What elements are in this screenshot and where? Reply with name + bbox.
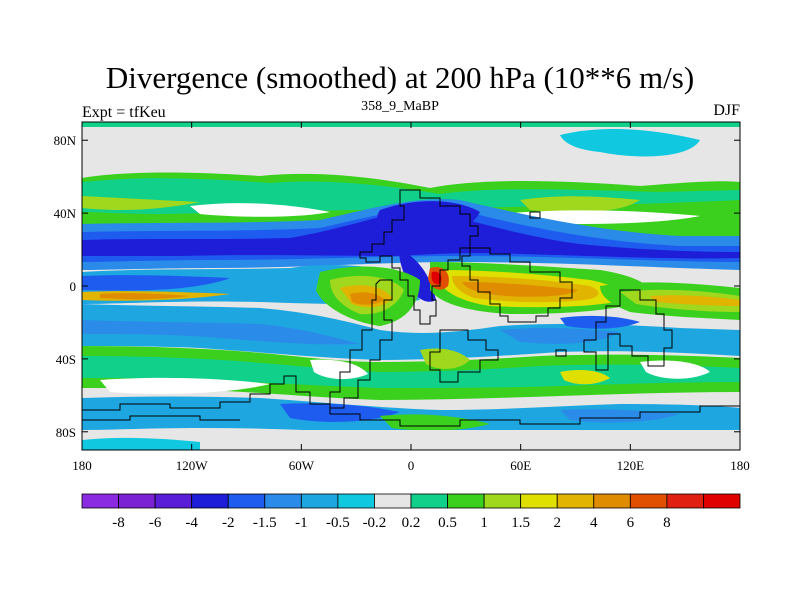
lon-tick-label: 60W [289, 458, 315, 473]
lat-tick-label: 80N [54, 133, 77, 148]
colorbar-swatch [483, 493, 522, 509]
colorbar-label: -6 [149, 515, 162, 531]
colorbar-swatch [264, 493, 302, 509]
colorbar-label: 6 [627, 515, 635, 531]
colorbar-swatch [703, 493, 741, 509]
axis-ticks: 180 120W 60W 0 60E 120E 180 80N 40N 0 40S 80S [54, 122, 750, 473]
colorbar-label: -0.2 [363, 515, 387, 531]
colorbar-swatch [227, 493, 266, 509]
colorbar-label: 2 [553, 515, 561, 531]
colorbar-swatch [447, 493, 485, 509]
colorbar-swatch [593, 493, 631, 509]
lon-tick-label: 120E [617, 458, 645, 473]
lon-tick-label: 180 [730, 458, 750, 473]
colorbar-swatch [666, 493, 704, 509]
colorbar-swatch [629, 493, 668, 509]
colorbar-swatch [118, 493, 156, 509]
lon-tick-label: 0 [408, 458, 415, 473]
colorbar-label: -1 [295, 515, 308, 531]
lon-tick-label: 60E [510, 458, 531, 473]
map-title: Divergence (smoothed) at 200 hPa (10**6 … [105, 60, 695, 95]
colorbar: -8 -6 -4 -2 -1.5 -1 -0.5 -0.2 0.2 0.5 1 1.5 2 4 6 8 [81, 493, 741, 531]
lon-tick-label: 180 [72, 458, 92, 473]
colorbar-swatch [81, 493, 119, 509]
colorbar-label: -0.5 [326, 515, 350, 531]
colorbar-label: 1.5 [511, 515, 530, 531]
colorbar-label: -1.5 [253, 515, 277, 531]
lon-tick-label: 120W [176, 458, 209, 473]
lat-tick-label: 0 [70, 279, 77, 294]
map-subtitle: 358_9_MaBP [361, 99, 439, 114]
season-label: DJF [713, 102, 740, 119]
colorbar-label: -8 [112, 515, 125, 531]
colorbar-swatch [410, 493, 448, 509]
colorbar-swatch [191, 493, 229, 509]
lat-tick-label: 40S [56, 352, 76, 367]
colorbar-swatch [154, 493, 193, 509]
coastline-outlines [82, 189, 740, 427]
colorbar-label: 0.2 [402, 515, 421, 531]
divergence-field [82, 122, 740, 450]
colorbar-label: 1 [480, 515, 488, 531]
colorbar-label: -4 [185, 515, 198, 531]
colorbar-label: 0.5 [438, 515, 457, 531]
colorbar-label: -2 [222, 515, 235, 531]
lat-tick-label: 80S [56, 425, 76, 440]
colorbar-swatch [300, 493, 339, 509]
colorbar-swatch [520, 493, 558, 509]
colorbar-label: 4 [590, 515, 598, 531]
lat-tick-label: 40N [54, 206, 77, 221]
colorbar-swatch [556, 493, 595, 509]
colorbar-swatch [374, 493, 412, 509]
colorbar-swatch [337, 493, 375, 509]
experiment-label: Expt = tfKeu [82, 104, 166, 121]
colorbar-label: 8 [663, 515, 671, 531]
